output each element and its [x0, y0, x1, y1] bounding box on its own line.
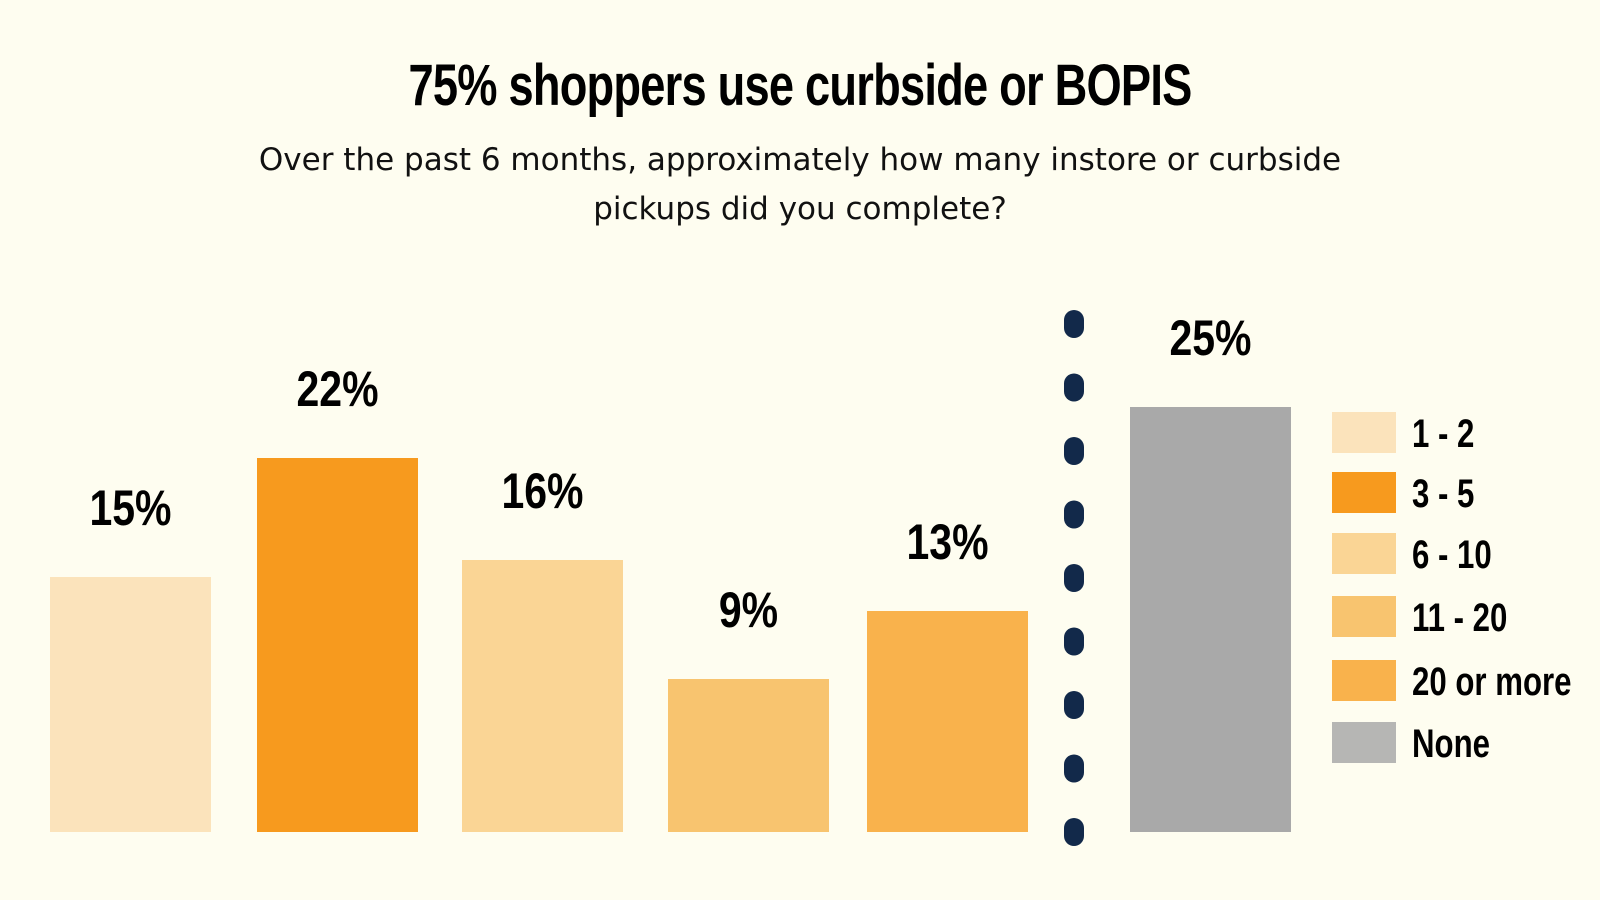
bar-2 [462, 560, 623, 832]
legend-label-0: 1 - 2 [1412, 411, 1474, 456]
legend-swatch-0 [1332, 412, 1396, 453]
data-label-5: 25% [1169, 310, 1251, 366]
legend-swatch-4 [1332, 660, 1396, 701]
chart-title: 75% shoppers use curbside or BOPIS [408, 53, 1192, 118]
data-label-3: 9% [719, 582, 778, 638]
legend-label-3: 11 - 20 [1412, 595, 1507, 640]
data-label-2: 16% [501, 463, 583, 519]
divider-dash [1064, 310, 1084, 338]
legend-swatch-5 [1332, 722, 1396, 763]
divider-dash [1064, 627, 1084, 656]
divider-dash [1064, 818, 1084, 846]
legend-label-4: 20 or more [1412, 659, 1571, 704]
divider-dash [1064, 691, 1084, 719]
bar-4 [867, 611, 1028, 832]
data-label-4: 13% [906, 514, 988, 570]
legend-label-5: None [1412, 721, 1490, 766]
legend-swatch-3 [1332, 596, 1396, 637]
data-label-1: 22% [296, 361, 378, 417]
divider-dash [1064, 500, 1084, 529]
legend-label-2: 6 - 10 [1412, 532, 1492, 577]
chart-subtitle: Over the past 6 months, approximately ho… [258, 142, 1342, 227]
bar-3 [668, 679, 829, 832]
bar-5 [1130, 407, 1291, 832]
divider-dash [1064, 437, 1084, 465]
legend-swatch-1 [1332, 472, 1396, 513]
legend-swatch-2 [1332, 533, 1396, 574]
legend-label-1: 3 - 5 [1412, 471, 1474, 516]
divider-dash [1064, 564, 1084, 592]
divider-dash [1064, 373, 1084, 402]
bar-0 [50, 577, 211, 832]
data-label-0: 15% [89, 480, 171, 536]
divider-dash [1064, 754, 1084, 783]
bar-1 [257, 458, 418, 832]
